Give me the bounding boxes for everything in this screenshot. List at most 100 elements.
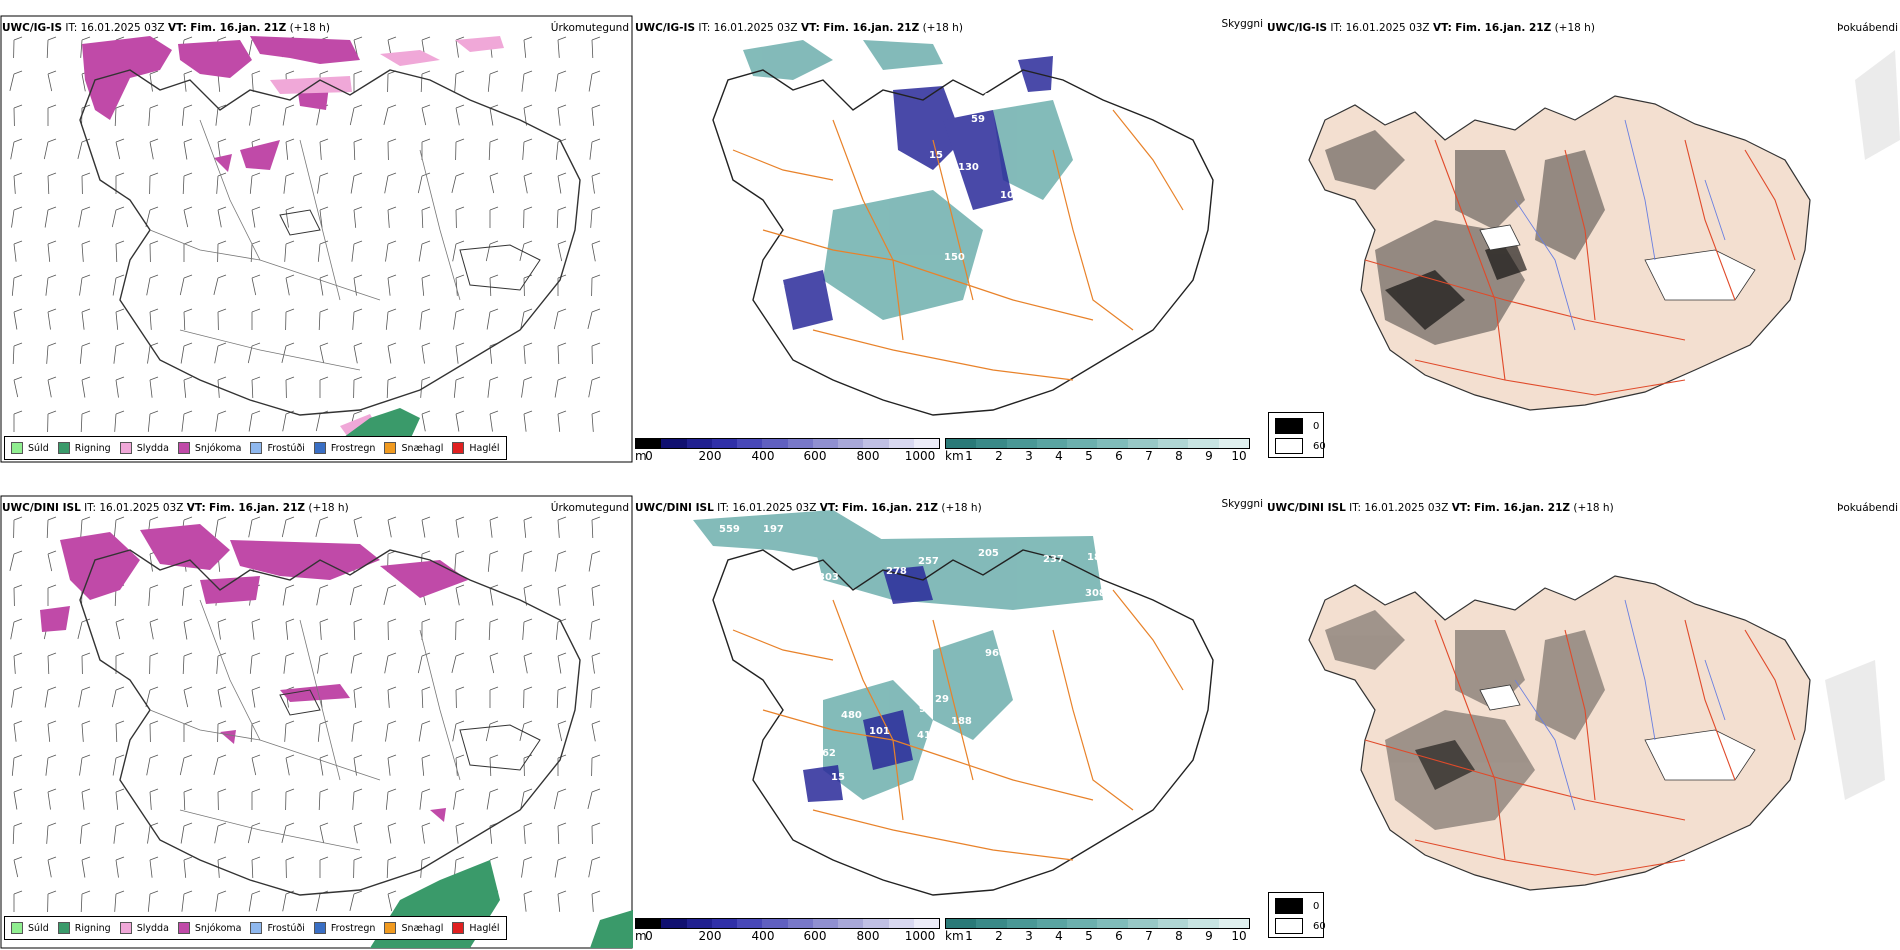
legend-swatch xyxy=(57,922,70,934)
tick-label: 4 xyxy=(1055,929,1063,943)
wind-barb xyxy=(77,618,91,639)
it-label: IT: xyxy=(1330,22,1343,34)
fog-haze xyxy=(1825,660,1885,800)
wind-barb xyxy=(80,36,91,58)
wind-barb xyxy=(285,206,295,228)
tick-label: 1000 xyxy=(904,449,936,463)
model-name: UWC/IG-IS xyxy=(2,22,63,34)
lead-time: (+18 h) xyxy=(1573,502,1614,514)
legend-label: Frostúði xyxy=(267,442,305,454)
wind-barb xyxy=(44,686,57,708)
model-name: UWC/IG-IS xyxy=(635,22,696,34)
wind-barb xyxy=(455,516,465,538)
tick-label: 5 xyxy=(1085,929,1093,943)
legend-item: Snjókoma xyxy=(177,442,242,454)
wind-barb xyxy=(247,822,261,844)
legend-swatch xyxy=(119,442,132,454)
wind-barb xyxy=(523,686,533,709)
wind-barb xyxy=(250,240,261,263)
wind-barb xyxy=(213,274,227,295)
fog-index-panel-bottom: 0 60 UWC xyxy=(1265,480,1900,950)
wind-barb xyxy=(419,788,431,810)
wind-barb xyxy=(12,822,23,845)
legend-swatch xyxy=(1275,418,1303,434)
wind-barb xyxy=(149,720,159,743)
wind-barb xyxy=(522,138,533,160)
legend-swatch xyxy=(384,442,397,454)
cloudbase-value: 237 xyxy=(1043,554,1064,565)
fog-legend: 0 60 xyxy=(1268,892,1326,938)
wind-barb xyxy=(47,376,57,398)
fog-map-top xyxy=(1308,50,1900,411)
wind-barb xyxy=(455,138,465,161)
legend-label: Snjókoma xyxy=(194,922,242,934)
vt-value: Fim. 16.jan. 21Z xyxy=(209,502,305,514)
wind-barb xyxy=(13,376,23,398)
wind-barb xyxy=(317,240,329,262)
wind-barb xyxy=(79,274,91,296)
wind-barb xyxy=(215,104,227,126)
rivers xyxy=(1514,119,1726,331)
wind-barb xyxy=(557,516,567,538)
wind-barb xyxy=(588,550,601,572)
legend-label: Slydda xyxy=(136,442,169,454)
legend-label: Snjókoma xyxy=(194,442,242,454)
wind-barb xyxy=(419,308,431,330)
wind-barb xyxy=(421,104,431,126)
wind-barb xyxy=(521,550,533,572)
wind-barb xyxy=(81,376,91,398)
wind-barb xyxy=(45,274,57,296)
legend-swatch xyxy=(11,442,23,454)
wind-barb xyxy=(453,308,465,330)
wind-barb xyxy=(557,822,567,845)
wind-barb xyxy=(115,788,125,810)
legend-label: Snæhagl xyxy=(401,922,444,934)
wind-barb xyxy=(557,104,567,126)
wind-barb xyxy=(488,138,499,161)
wind-barb xyxy=(557,172,567,194)
wind-barb xyxy=(350,652,363,674)
legend-item: Rigning xyxy=(57,922,111,934)
wind-barb xyxy=(387,822,397,844)
legend-swatch xyxy=(1275,898,1303,914)
wind-barb xyxy=(183,720,193,742)
tick-label: 10 xyxy=(1231,449,1247,463)
wind-barb xyxy=(283,652,295,674)
legend-swatch xyxy=(57,442,70,454)
wind-barb xyxy=(251,686,261,708)
legend-swatch xyxy=(177,922,190,934)
legend-item: Haglél xyxy=(452,442,500,454)
wind-barb xyxy=(114,410,125,432)
wind-barb xyxy=(80,410,91,433)
wind-barb xyxy=(149,240,159,263)
wind-barb xyxy=(420,70,431,93)
wind-barb xyxy=(487,70,499,92)
wind-barb xyxy=(248,516,261,538)
legend-swatch xyxy=(1275,438,1303,454)
wind-barb xyxy=(421,410,431,432)
it-label: IT: xyxy=(1349,502,1362,514)
wind-barb xyxy=(557,410,567,432)
wind-barb xyxy=(421,822,431,844)
wind-barb xyxy=(180,822,193,844)
wind-barb xyxy=(47,172,57,195)
wind-barb xyxy=(46,516,57,539)
wind-barb xyxy=(591,822,601,845)
wind-barb xyxy=(149,70,159,92)
wind-barb xyxy=(554,856,567,878)
cloudbase-value: 180 xyxy=(1087,552,1108,563)
wind-barb xyxy=(285,856,295,879)
wind-barb xyxy=(451,172,465,193)
wind-barb xyxy=(149,172,159,195)
vt-value: Fim. 16.jan. 21Z xyxy=(190,22,287,34)
tick-label: 1 xyxy=(965,929,973,943)
wind-barb xyxy=(351,240,363,262)
cloudbase-areas xyxy=(783,56,1053,330)
wind-barb xyxy=(79,754,91,776)
precip-type-panel-bottom: UWC/DINI ISL IT: 16.01.2025 03Z VT: Fim.… xyxy=(0,480,633,950)
fog-index-panel-top: 0 60 xyxy=(1265,0,1900,465)
iceland-outline xyxy=(712,69,1214,416)
wind-barb xyxy=(81,240,91,262)
wind-barb xyxy=(81,652,91,675)
